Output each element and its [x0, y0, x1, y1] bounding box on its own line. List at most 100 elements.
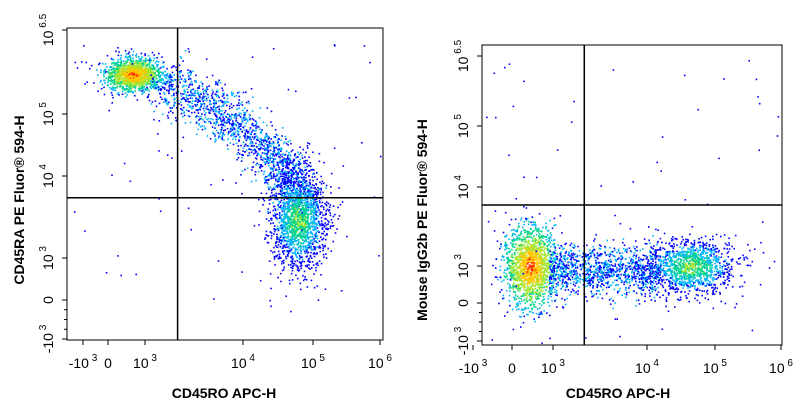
- event-dot: [276, 134, 279, 137]
- event-dot: [220, 131, 222, 133]
- event-dot: [133, 70, 135, 73]
- event-dot: [281, 127, 284, 129]
- event-dot: [298, 258, 301, 261]
- event-dot: [320, 189, 322, 191]
- event-dot: [199, 96, 201, 98]
- event-dot: [158, 150, 160, 152]
- event-dot: [305, 180, 307, 182]
- event-dot: [171, 107, 174, 109]
- event-dot: [248, 152, 251, 154]
- event-dot: [110, 78, 113, 81]
- event-dot: [133, 83, 136, 86]
- event-dot: [315, 191, 317, 194]
- event-dot: [213, 101, 216, 103]
- event-dot: [301, 219, 303, 221]
- event-dot: [161, 98, 163, 100]
- event-dot: [191, 107, 193, 110]
- event-dot: [104, 68, 107, 71]
- event-dot: [141, 70, 143, 73]
- event-dot: [287, 163, 289, 165]
- event-dot: [513, 269, 516, 271]
- event-dot: [299, 185, 301, 187]
- event-dot: [267, 156, 269, 158]
- event-dot: [290, 179, 292, 181]
- event-dot: [286, 198, 288, 200]
- event-dot: [118, 67, 121, 70]
- event-dot: [153, 79, 155, 82]
- event-dot: [247, 130, 250, 133]
- event-dot: [293, 165, 295, 167]
- event-dot: [225, 104, 228, 107]
- event-dot: [124, 61, 127, 64]
- event-dot: [278, 206, 281, 209]
- event-dot: [113, 70, 116, 72]
- event-dot: [246, 138, 249, 141]
- event-dot: [124, 60, 127, 63]
- event-dot: [313, 199, 316, 201]
- event-dot: [293, 233, 296, 235]
- event-dot: [303, 211, 306, 213]
- event-dot: [292, 220, 294, 223]
- event-dot: [281, 210, 284, 213]
- event-dot: [151, 101, 154, 103]
- event-dot: [275, 133, 278, 136]
- event-dot: [309, 209, 312, 212]
- event-dot: [291, 232, 293, 235]
- event-dot: [286, 227, 289, 230]
- event-dot: [323, 208, 325, 211]
- event-dot: [279, 147, 282, 149]
- event-dot: [301, 177, 303, 179]
- event-dot: [137, 64, 139, 66]
- event-dot: [149, 61, 152, 63]
- event-dot: [223, 119, 225, 122]
- event-dot: [300, 198, 302, 200]
- event-dot: [164, 70, 166, 73]
- event-dot: [320, 216, 323, 219]
- event-dot: [116, 85, 119, 88]
- event-dot: [322, 249, 324, 252]
- event-dot: [155, 105, 158, 108]
- event-dot: [165, 102, 168, 104]
- event-dot: [124, 76, 127, 78]
- event-dot: [246, 130, 249, 133]
- event-dot: [528, 223, 530, 226]
- event-dot: [225, 116, 227, 118]
- event-dot: [254, 157, 257, 159]
- event-dot: [273, 165, 275, 168]
- event-dot: [178, 75, 181, 78]
- event-dot: [542, 240, 544, 243]
- event-dot: [553, 243, 556, 245]
- event-dot: [271, 189, 273, 192]
- event-dot: [283, 266, 286, 268]
- event-dot: [209, 109, 212, 112]
- event-dot: [324, 214, 326, 216]
- event-dot: [121, 67, 124, 69]
- event-dot: [224, 125, 226, 127]
- event-dot: [552, 243, 554, 246]
- event-dot: [145, 74, 147, 76]
- event-dot: [518, 274, 521, 277]
- event-dot: [294, 177, 297, 180]
- event-dot: [268, 260, 271, 262]
- event-dot: [269, 174, 271, 177]
- event-dot: [293, 211, 295, 214]
- event-dot: [273, 194, 276, 196]
- event-dot: [222, 93, 224, 95]
- event-dot: [187, 48, 190, 50]
- event-dot: [299, 217, 302, 220]
- event-dot: [318, 245, 321, 247]
- event-dot: [318, 222, 320, 224]
- event-dot: [288, 221, 290, 223]
- event-dot: [294, 212, 297, 215]
- event-dot: [287, 186, 289, 188]
- event-dot: [314, 246, 316, 248]
- event-dot: [302, 214, 305, 217]
- event-dot: [129, 73, 132, 75]
- event-dot: [170, 107, 172, 109]
- event-dot: [283, 225, 285, 228]
- event-dot: [214, 127, 216, 129]
- event-dot: [111, 58, 114, 61]
- event-dot: [295, 164, 297, 167]
- event-dot: [288, 208, 291, 211]
- event-dot: [130, 77, 132, 79]
